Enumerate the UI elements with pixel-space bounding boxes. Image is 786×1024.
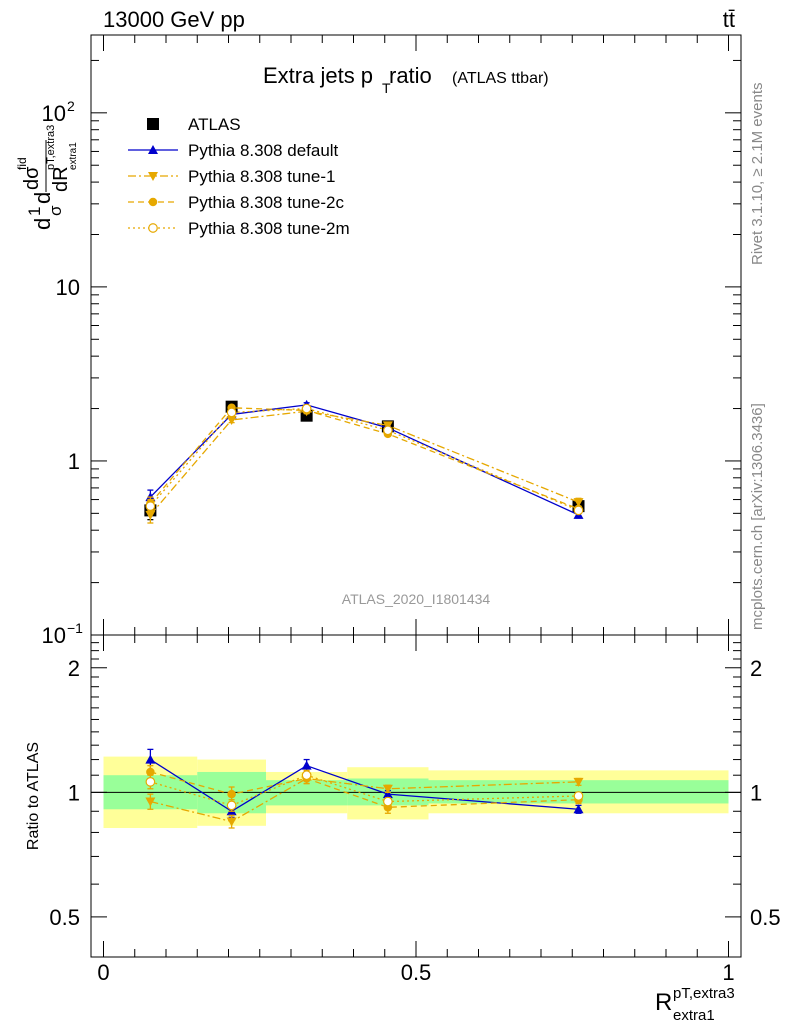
legend-label: ATLAS bbox=[188, 115, 241, 134]
y-tick-label: 10 bbox=[56, 275, 80, 300]
legend-marker bbox=[148, 145, 158, 154]
y-tick-label: 10 bbox=[42, 101, 66, 126]
process-label: tt̄ bbox=[723, 7, 735, 32]
x-axis-label-sup: pT,extra3 bbox=[673, 985, 735, 1002]
series-line bbox=[149, 407, 579, 511]
data-point bbox=[573, 804, 584, 814]
ratio-y-tick-label-right: 0.5 bbox=[750, 905, 781, 930]
data-point bbox=[383, 796, 393, 807]
data-point bbox=[145, 754, 156, 764]
x-tick-label: 1 bbox=[722, 960, 734, 985]
energy-label: 13000 GeV pp bbox=[103, 7, 245, 32]
chart-title-subscript: T bbox=[382, 80, 391, 96]
legend-marker bbox=[148, 172, 158, 181]
data-point bbox=[226, 407, 237, 418]
y-label-sigma: σ bbox=[46, 205, 65, 216]
ratio-y-tick-label-right: 2 bbox=[750, 656, 762, 681]
data-point bbox=[301, 403, 312, 414]
data-point bbox=[573, 791, 584, 801]
chart-title: Extra jets p bbox=[263, 63, 373, 88]
ratio-y-tick-label: 0.5 bbox=[49, 905, 80, 930]
ratio-y-tick-label-right: 1 bbox=[750, 780, 762, 805]
ratio-panel: 0.5 0.5 1 1 2 2 0 0.5 1 Ratio to ATLAS R pT,extra3 e… bbox=[25, 634, 781, 1024]
y-label-sub: extra1 bbox=[68, 142, 79, 170]
data-point bbox=[573, 498, 584, 508]
data-point bbox=[301, 770, 312, 781]
data-point bbox=[226, 817, 237, 827]
chart-title-note: (ATLAS ttbar) bbox=[452, 70, 549, 87]
data-point bbox=[145, 777, 156, 787]
ratio-y-tick-label: 1 bbox=[68, 780, 80, 805]
legend-marker bbox=[148, 197, 158, 207]
data-point bbox=[573, 505, 584, 516]
series-line bbox=[149, 407, 579, 510]
y-label-d2: d bbox=[30, 192, 55, 204]
x-tick-label: 0.5 bbox=[401, 960, 432, 985]
data-point bbox=[145, 797, 156, 807]
series-pythia-8-308-tune-1 bbox=[145, 407, 584, 524]
data-point bbox=[146, 767, 155, 777]
legend-label: Pythia 8.308 tune-1 bbox=[188, 167, 335, 186]
ratio-y-tick-label: 2 bbox=[68, 656, 80, 681]
y-label-one: 1 bbox=[25, 207, 44, 216]
legend: ATLAS Pythia 8.308 default Pythia 8.308 tu… bbox=[128, 115, 350, 238]
legend-label: Pythia 8.308 default bbox=[188, 141, 339, 160]
y-tick-label: 10 bbox=[42, 623, 66, 648]
data-point bbox=[573, 777, 584, 787]
data-point bbox=[226, 415, 237, 425]
legend-label: Pythia 8.308 tune-2m bbox=[188, 219, 350, 238]
series-line bbox=[149, 410, 579, 516]
y-tick-exponent: −1 bbox=[67, 620, 83, 636]
chart-title-tail: ratio bbox=[389, 63, 432, 88]
data-point bbox=[226, 800, 237, 811]
ratio-y-axis-label: Ratio to ATLAS bbox=[25, 742, 42, 850]
data-point bbox=[383, 425, 393, 436]
data-point bbox=[301, 760, 312, 770]
series-pythia-8-308-default bbox=[145, 748, 584, 819]
series-line bbox=[150, 777, 579, 823]
x-axis-label: R bbox=[655, 989, 672, 1016]
y-label-d: d bbox=[30, 218, 55, 230]
data-point bbox=[227, 789, 236, 799]
legend-marker bbox=[147, 118, 159, 130]
rivet-version-label: Rivet 3.1.10, ≥ 2.1M events bbox=[749, 83, 766, 266]
x-axis-label-sub: extra1 bbox=[673, 1007, 715, 1024]
y-label-sup: pT,extra3 bbox=[45, 125, 57, 170]
y-label-dr: dR bbox=[50, 166, 72, 192]
x-tick-label: 0 bbox=[97, 960, 109, 985]
y-tick-label: 1 bbox=[68, 449, 80, 474]
data-point bbox=[382, 784, 393, 794]
mcplots-label: mcplots.cern.ch [arXiv:1306.3436] bbox=[749, 403, 766, 630]
data-point bbox=[145, 501, 156, 511]
legend-marker bbox=[148, 223, 158, 233]
legend-label: Pythia 8.308 tune-2c bbox=[188, 193, 344, 212]
y-tick-exponent: 2 bbox=[67, 98, 75, 114]
series-atlas bbox=[144, 400, 585, 521]
y-label-fid: fid bbox=[15, 157, 29, 170]
series-pythia-8-308-default bbox=[145, 399, 584, 519]
series-pythia-8-308-tune-1 bbox=[145, 772, 584, 829]
y-label-dsigma: dσ bbox=[21, 166, 43, 190]
analysis-watermark: ATLAS_2020_I1801434 bbox=[342, 591, 491, 607]
series-pythia-8-308-tune-2c bbox=[146, 403, 583, 514]
series-pythia-8-308-tune-2m bbox=[145, 769, 584, 812]
series-pythia-8-308-tune-2m bbox=[145, 403, 584, 516]
